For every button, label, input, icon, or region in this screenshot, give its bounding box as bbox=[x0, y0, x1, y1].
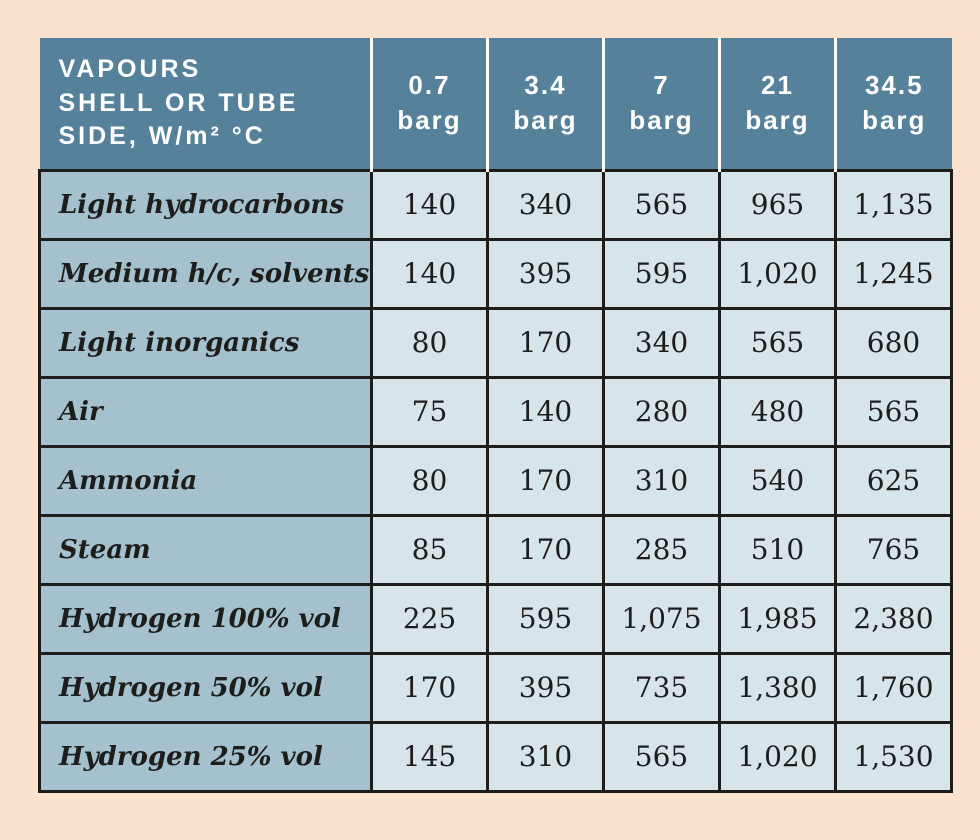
pressure-value: 34.5 bbox=[864, 70, 924, 101]
table-title-line: VAPOURS bbox=[58, 55, 202, 84]
pressure-value: 7 bbox=[653, 70, 670, 101]
row-label: Ammonia bbox=[38, 444, 373, 517]
value-cell: 595 bbox=[486, 582, 605, 655]
column-header: 3.4 barg bbox=[487, 38, 605, 170]
value-cell: 510 bbox=[718, 513, 837, 586]
value-cell: 145 bbox=[370, 720, 489, 793]
value-cell: 340 bbox=[486, 168, 605, 241]
value-cell: 1,135 bbox=[834, 168, 953, 241]
table-row: Ammonia 80 170 310 540 625 bbox=[38, 444, 953, 517]
row-label: Light inorganics bbox=[38, 306, 373, 379]
value-cell: 565 bbox=[718, 306, 837, 379]
table-row: Light hydrocarbons 140 340 565 965 1,135 bbox=[38, 168, 953, 241]
pressure-unit: barg bbox=[629, 105, 694, 136]
value-cell: 310 bbox=[486, 720, 605, 793]
row-label: Medium h/c, solvents bbox=[38, 237, 373, 310]
value-cell: 140 bbox=[486, 375, 605, 448]
value-cell: 170 bbox=[486, 444, 605, 517]
table-title-line: SIDE, W/m² °C bbox=[58, 121, 266, 150]
table-title-line: SHELL OR TUBE bbox=[58, 88, 299, 117]
value-cell: 1,020 bbox=[718, 237, 837, 310]
value-cell: 765 bbox=[834, 513, 953, 586]
value-cell: 170 bbox=[370, 651, 489, 724]
value-cell: 395 bbox=[486, 237, 605, 310]
table-row: Light inorganics 80 170 340 565 680 bbox=[38, 306, 953, 379]
column-header: 0.7 barg bbox=[371, 38, 489, 170]
value-cell: 1,530 bbox=[834, 720, 953, 793]
value-cell: 140 bbox=[370, 168, 489, 241]
column-header: 34.5 barg bbox=[835, 38, 952, 170]
row-label: Air bbox=[38, 375, 373, 448]
value-cell: 625 bbox=[834, 444, 953, 517]
value-cell: 80 bbox=[370, 306, 489, 379]
pressure-unit: barg bbox=[862, 105, 927, 136]
value-cell: 2,380 bbox=[834, 582, 953, 655]
column-header: 21 barg bbox=[719, 38, 837, 170]
vapours-table-container: VAPOURS SHELL OR TUBE SIDE, W/m² °C 0.7 … bbox=[38, 38, 953, 793]
value-cell: 280 bbox=[602, 375, 721, 448]
value-cell: 75 bbox=[370, 375, 489, 448]
table-title: VAPOURS SHELL OR TUBE SIDE, W/m² °C bbox=[39, 38, 373, 170]
vapours-table: VAPOURS SHELL OR TUBE SIDE, W/m² °C 0.7 … bbox=[38, 38, 953, 793]
value-cell: 395 bbox=[486, 651, 605, 724]
row-label: Steam bbox=[38, 513, 373, 586]
value-cell: 680 bbox=[834, 306, 953, 379]
table-row: Hydrogen 50% vol 170 395 735 1,380 1,760 bbox=[38, 651, 953, 724]
value-cell: 1,020 bbox=[718, 720, 837, 793]
row-label: Hydrogen 50% vol bbox=[38, 651, 373, 724]
pressure-unit: barg bbox=[397, 105, 462, 136]
pressure-value: 21 bbox=[761, 70, 794, 101]
value-cell: 565 bbox=[602, 168, 721, 241]
table-header-row: VAPOURS SHELL OR TUBE SIDE, W/m² °C 0.7 … bbox=[39, 38, 952, 170]
value-cell: 85 bbox=[370, 513, 489, 586]
value-cell: 140 bbox=[370, 237, 489, 310]
value-cell: 285 bbox=[602, 513, 721, 586]
pressure-unit: barg bbox=[513, 105, 578, 136]
value-cell: 965 bbox=[718, 168, 837, 241]
value-cell: 1,245 bbox=[834, 237, 953, 310]
value-cell: 735 bbox=[602, 651, 721, 724]
value-cell: 540 bbox=[718, 444, 837, 517]
row-label: Light hydrocarbons bbox=[38, 168, 373, 241]
table-row: Air 75 140 280 480 565 bbox=[38, 375, 953, 448]
table-row: Hydrogen 25% vol 145 310 565 1,020 1,530 bbox=[38, 720, 953, 793]
value-cell: 1,380 bbox=[718, 651, 837, 724]
table-row: Medium h/c, solvents 140 395 595 1,020 1… bbox=[38, 237, 953, 310]
value-cell: 1,760 bbox=[834, 651, 953, 724]
row-label: Hydrogen 25% vol bbox=[38, 720, 373, 793]
value-cell: 595 bbox=[602, 237, 721, 310]
value-cell: 225 bbox=[370, 582, 489, 655]
value-cell: 565 bbox=[834, 375, 953, 448]
value-cell: 340 bbox=[602, 306, 721, 379]
value-cell: 565 bbox=[602, 720, 721, 793]
column-header: 7 barg bbox=[603, 38, 721, 170]
row-label: Hydrogen 100% vol bbox=[38, 582, 373, 655]
pressure-value: 3.4 bbox=[524, 70, 567, 101]
value-cell: 310 bbox=[602, 444, 721, 517]
value-cell: 80 bbox=[370, 444, 489, 517]
table-row: Steam 85 170 285 510 765 bbox=[38, 513, 953, 586]
value-cell: 170 bbox=[486, 306, 605, 379]
value-cell: 1,075 bbox=[602, 582, 721, 655]
pressure-unit: barg bbox=[745, 105, 810, 136]
value-cell: 170 bbox=[486, 513, 605, 586]
value-cell: 480 bbox=[718, 375, 837, 448]
table-row: Hydrogen 100% vol 225 595 1,075 1,985 2,… bbox=[38, 582, 953, 655]
pressure-value: 0.7 bbox=[408, 70, 451, 101]
value-cell: 1,985 bbox=[718, 582, 837, 655]
